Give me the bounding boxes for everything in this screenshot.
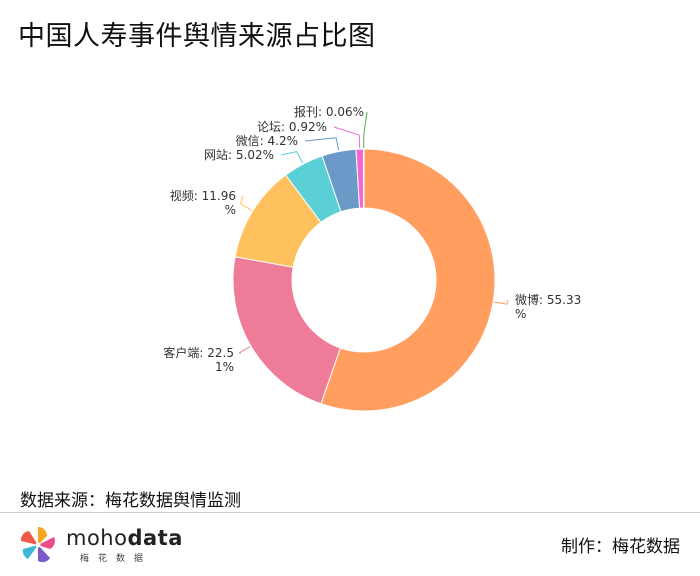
chart-maker-credit: 制作：梅花数据 [561, 537, 680, 557]
slice-0 [320, 148, 496, 412]
slice-label-line-3-0: 网站: 5.02% [204, 148, 274, 162]
donut-chart: 微博: 55.33 % 客户端: 22.5 1% 视频: 11.96 % 网站: 5.02%… [163, 104, 581, 412]
pinwheel-logo-icon [20, 527, 55, 563]
slice-label-line-0-1: % [515, 307, 526, 321]
chart-title: 中国人寿事件舆情来源占比图 [18, 21, 376, 52]
leader-line-3 [280, 151, 304, 164]
slice-label-line-6-0: 报刊: 0.06% [294, 104, 364, 119]
mohodata-logo: mohodata 梅花数据 [18, 524, 182, 566]
slice-label-5: 论坛: 0.92% [257, 120, 327, 134]
slice-label-line-0-0: 微博: 55.33 [515, 292, 581, 307]
leader-line-2 [240, 195, 253, 211]
data-source-note: 数据来源：梅花数据舆情监测 [20, 491, 241, 511]
logo-subtitle: 梅花数据 [80, 554, 153, 564]
slice-label-line-2-1: % [225, 203, 236, 217]
slice-label-line-2-0: 视频: 11.96 [170, 188, 236, 203]
slice-1 [232, 256, 341, 405]
leader-line-5 [333, 126, 361, 149]
slice-label-line-4-0: 微信: 4.2% [236, 134, 298, 148]
footer-divider [0, 512, 700, 513]
leader-line-1 [238, 346, 251, 354]
logo-wordmark: mohodata [66, 526, 183, 550]
logo-word-bold: data [127, 526, 183, 550]
slice-label-0: 微博: 55.33% [515, 292, 581, 321]
slice-label-line-5-0: 论坛: 0.92% [257, 120, 327, 134]
slice-label-1: 客户端: 22.5 1% [163, 345, 234, 374]
slice-label-6: 报刊: 0.06% [294, 104, 364, 119]
leader-line-6 [363, 111, 368, 149]
slice-label-4: 微信: 4.2% [236, 134, 298, 148]
slice-label-line-1-1: 1% [215, 360, 234, 374]
slice-label-line-1-0: 客户端: 22.5 [163, 345, 234, 360]
slice-label-2: 视频: 11.96% [170, 188, 236, 217]
slice-label-3: 网站: 5.02% [204, 148, 274, 162]
logo-word-light: moho [66, 526, 128, 550]
leader-line-4 [304, 137, 340, 151]
leader-line-0 [494, 299, 509, 305]
